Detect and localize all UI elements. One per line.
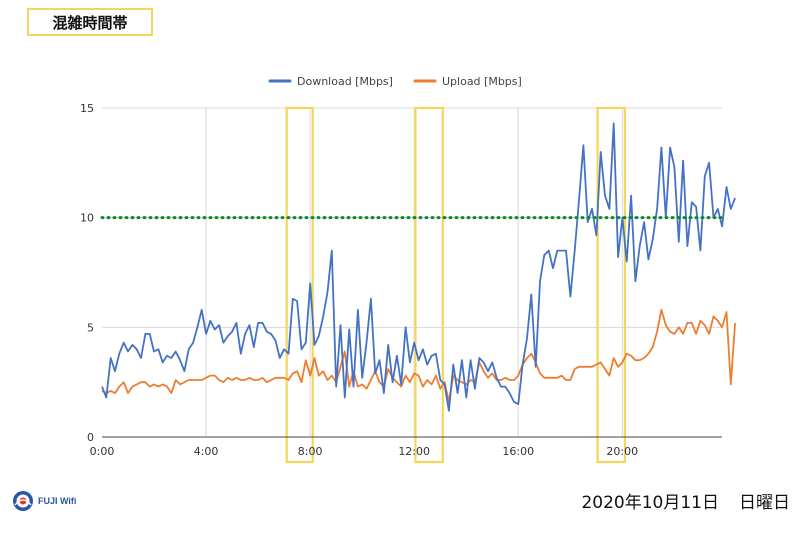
legend-label: Upload [Mbps]	[442, 75, 522, 88]
page-title: 混雑時間帯	[27, 8, 153, 36]
x-tick-label: 12:00	[398, 445, 430, 458]
chart-axes: 0 5 10 15 0:00 4:00 8:00 12:00 16:00 20:00	[80, 102, 722, 458]
download-series-line	[101, 122, 736, 412]
congestion-highlight-box	[414, 106, 444, 464]
weekday-text: 日曜日	[739, 493, 790, 513]
y-tick-label: 0	[87, 431, 94, 444]
chart-grid	[102, 107, 722, 437]
x-tick-label: 8:00	[298, 445, 323, 458]
date-line: 2020年10月11日 日曜日	[581, 488, 790, 513]
date-text: 2020年10月11日	[581, 493, 719, 513]
upload-series-line	[101, 308, 736, 403]
y-tick-label: 10	[80, 212, 94, 225]
chart-legend: Download [Mbps] Upload [Mbps]	[268, 75, 522, 88]
legend-label: Download [Mbps]	[297, 75, 393, 88]
logo: FUJI Wifi	[12, 490, 76, 512]
x-tick-label: 20:00	[606, 445, 638, 458]
x-tick-label: 16:00	[502, 445, 534, 458]
congestion-highlights	[285, 106, 626, 464]
x-tick-label: 0:00	[90, 445, 115, 458]
logo-text: FUJI Wifi	[38, 496, 77, 506]
congestion-highlight-box	[596, 106, 626, 464]
y-tick-label: 5	[87, 321, 94, 334]
x-tick-label: 4:00	[194, 445, 219, 458]
y-tick-label: 15	[80, 102, 94, 115]
chart-series	[101, 122, 736, 412]
fuji-wifi-logo-icon	[13, 491, 33, 511]
congestion-highlight-box	[285, 106, 314, 464]
